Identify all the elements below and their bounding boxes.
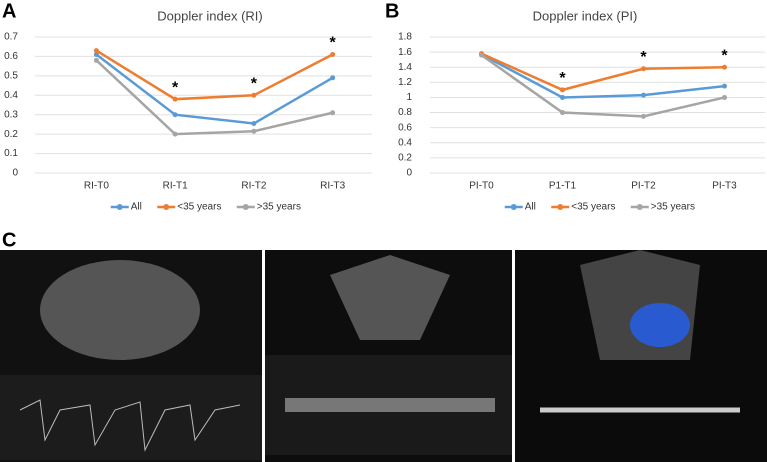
- legend-label: <35 years: [571, 202, 615, 213]
- legend-marker: [116, 204, 123, 210]
- y-tick-label: 0: [12, 168, 18, 179]
- y-tick-label: 0.6: [4, 51, 18, 62]
- y-tick-label: 1.2: [398, 77, 412, 88]
- series-line: [480, 54, 725, 118]
- legend-label: All: [525, 202, 536, 213]
- panel-label: B: [385, 0, 399, 22]
- y-tick-label: 0.7: [4, 32, 18, 43]
- x-tick-label: RI-T3: [320, 181, 345, 192]
- data-point: [330, 75, 336, 81]
- data-point: [560, 110, 565, 116]
- x-tick-label: P1-T1: [549, 181, 577, 192]
- y-tick-label: 1.4: [398, 62, 412, 73]
- chart-title: Doppler index (PI): [533, 8, 638, 23]
- series-line: [480, 53, 725, 99]
- data-point: [172, 96, 178, 102]
- y-tick-label: 0.6: [398, 122, 412, 133]
- data-point: [722, 64, 727, 70]
- x-tick-label: RI-T0: [84, 181, 109, 192]
- x-tick-label: RI-T2: [241, 181, 266, 192]
- legend-label: <35 years: [177, 202, 221, 213]
- color-flow: [630, 303, 690, 347]
- x-tick-label: PI-T0: [469, 181, 494, 192]
- spectral-trace: [0, 375, 262, 460]
- annotation: *: [251, 76, 258, 93]
- data-point: [93, 57, 99, 63]
- y-tick-label: 0.1: [4, 148, 18, 159]
- y-tick-label: 0: [406, 168, 412, 179]
- data-point: [172, 131, 178, 137]
- x-tick-label: RI-T1: [163, 181, 188, 192]
- y-tick-label: 1.8: [398, 32, 412, 43]
- y-tick-label: 1: [406, 92, 412, 103]
- legend-marker: [242, 204, 249, 210]
- y-tick-label: 0.4: [4, 90, 18, 101]
- chart-title: Doppler index (RI): [157, 8, 263, 23]
- data-point: [641, 66, 646, 72]
- x-tick-label: PI-T3: [712, 181, 737, 192]
- y-tick-label: 1.6: [398, 47, 412, 58]
- y-tick-label: 0.4: [398, 137, 412, 148]
- annotation: *: [640, 49, 647, 66]
- data-point: [251, 120, 257, 126]
- series-line: [95, 49, 334, 101]
- y-tick-label: 0.2: [398, 153, 412, 164]
- data-point: [641, 92, 646, 98]
- series-line: [480, 52, 725, 92]
- annotation: *: [559, 70, 566, 87]
- annotation: *: [330, 35, 337, 52]
- series-line: [95, 53, 334, 125]
- ultrasound-images: [0, 250, 767, 462]
- legend-marker: [510, 204, 517, 210]
- data-point: [251, 128, 257, 134]
- data-point: [722, 83, 727, 89]
- panel-label: C: [2, 229, 16, 251]
- y-tick-label: 0.8: [398, 107, 412, 118]
- legend-marker: [636, 204, 643, 210]
- data-point: [330, 51, 336, 57]
- data-point: [330, 110, 336, 116]
- ultrasound-scan: [40, 260, 200, 360]
- legend-label: >35 years: [257, 202, 301, 213]
- data-point: [560, 94, 565, 100]
- legend-label: >35 years: [651, 202, 695, 213]
- annotation: *: [172, 79, 179, 96]
- data-point: [172, 112, 178, 118]
- y-tick-label: 0.3: [4, 109, 18, 120]
- x-tick-label: PI-T2: [631, 181, 656, 192]
- data-point: [479, 52, 484, 58]
- legend-marker: [557, 204, 564, 210]
- legend-marker: [163, 204, 170, 210]
- y-tick-label: 0.5: [4, 70, 18, 81]
- data-point: [93, 48, 99, 54]
- ultrasound-scan: [580, 250, 700, 360]
- waveform: [19, 399, 241, 452]
- waveform: [285, 398, 495, 412]
- ultrasound-scan: [330, 255, 450, 340]
- series-line: [95, 59, 333, 136]
- data-point: [251, 92, 257, 98]
- data-point: [93, 51, 99, 57]
- y-tick-label: 0.2: [4, 129, 18, 140]
- panel-label: A: [2, 0, 16, 22]
- annotation: *: [721, 47, 728, 64]
- data-point: [641, 113, 646, 119]
- data-point: [560, 87, 565, 93]
- legend-label: All: [131, 202, 142, 213]
- data-point: [722, 94, 727, 100]
